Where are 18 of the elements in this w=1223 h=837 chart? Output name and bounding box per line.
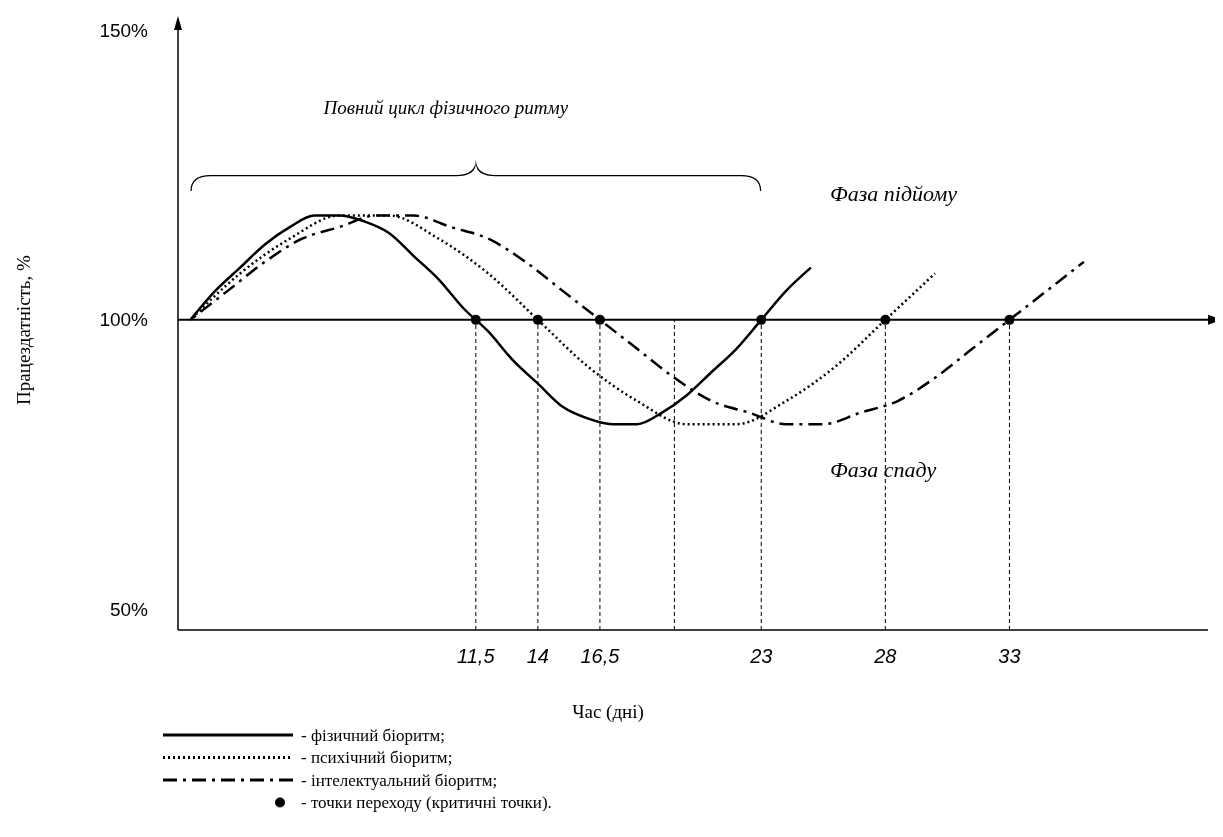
x-tick-label: 28 <box>873 645 897 667</box>
x-tick-label: 16,5 <box>580 645 621 667</box>
legend-label: - інтелектуальний біоритм; <box>301 770 498 790</box>
annotation: Фаза спаду <box>830 457 937 482</box>
y-tick-label: 100% <box>99 309 149 331</box>
x-axis-title: Час (дні) <box>572 701 644 723</box>
y-tick-label: 50% <box>109 599 149 621</box>
legend-label: - точки переходу (критичні точки). <box>301 793 552 813</box>
annotation: Фаза підйому <box>830 181 958 206</box>
x-tick-label: 33 <box>998 645 1021 667</box>
x-tick-label: 23 <box>749 645 773 667</box>
x-tick-label: 14 <box>526 645 549 667</box>
x-tick-label: 11,5 <box>457 645 496 667</box>
annotation: Повний цикл фізичного ритму <box>322 97 569 118</box>
legend-label: - психічний біоритм; <box>301 748 453 768</box>
y-axis-title: Працездатність, % <box>13 254 34 405</box>
y-tick-label: 150% <box>99 19 149 41</box>
legend-label: - фізичний біоритм; <box>301 725 445 745</box>
